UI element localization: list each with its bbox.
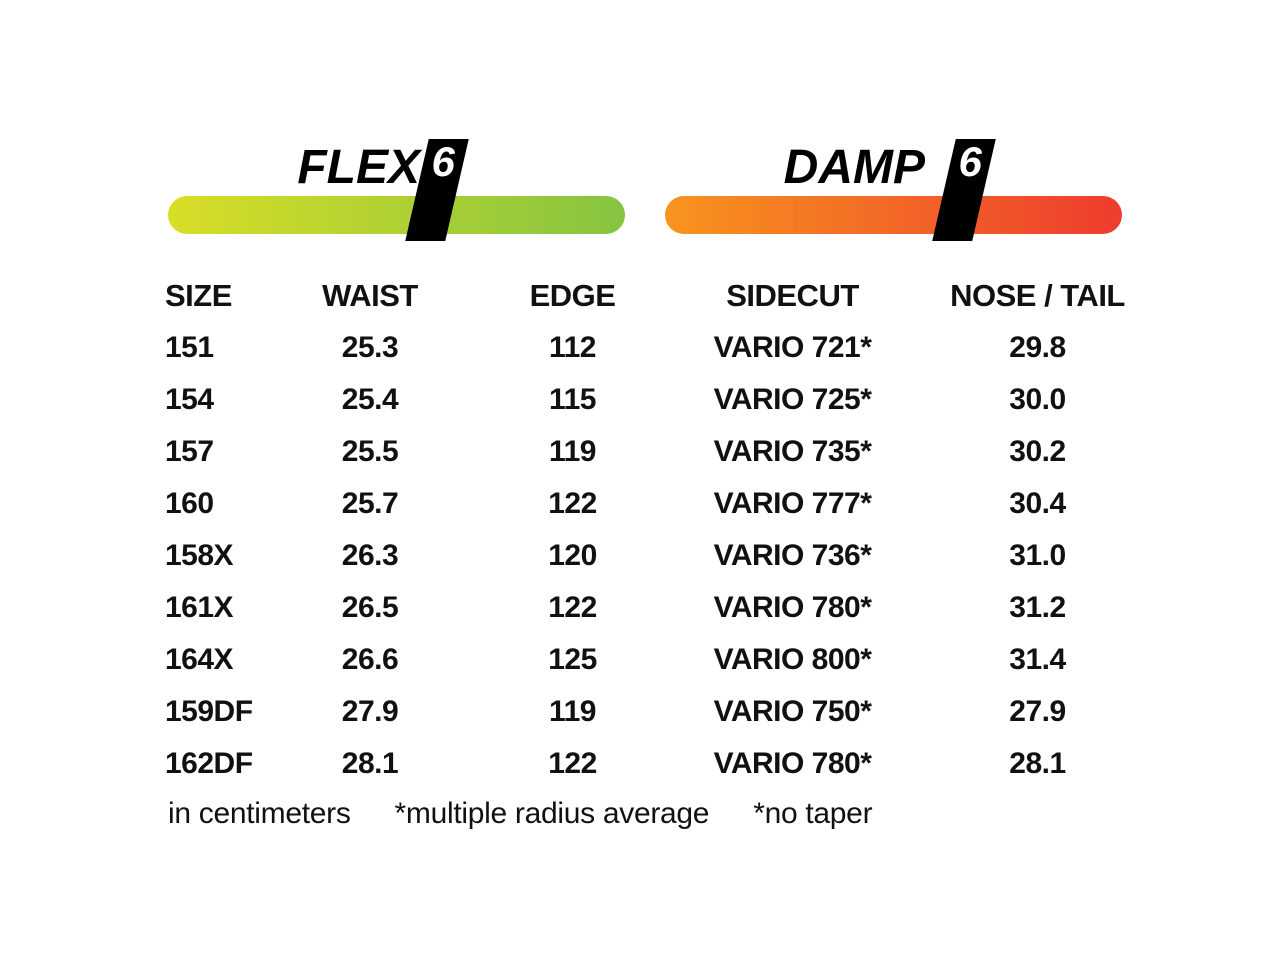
column-header-nose-tail: NOSE / TAIL bbox=[950, 278, 1125, 313]
cell-sidecut: VARIO 725* bbox=[713, 383, 872, 416]
column-header-size: SIZE bbox=[165, 278, 232, 313]
cell-nose-tail: 29.8 bbox=[1009, 331, 1066, 364]
cell-size: 159DF bbox=[165, 695, 253, 728]
cell-edge: 125 bbox=[548, 643, 597, 676]
cell-edge: 122 bbox=[548, 591, 597, 624]
cell-sidecut: VARIO 777* bbox=[713, 487, 872, 520]
cell-waist: 25.4 bbox=[341, 383, 399, 416]
cell-edge: 112 bbox=[549, 331, 596, 364]
damp-gradient-bar bbox=[665, 196, 1122, 234]
column-header-edge: EDGE bbox=[529, 278, 616, 313]
cell-edge: 120 bbox=[548, 539, 597, 572]
cell-edge: 119 bbox=[549, 695, 596, 728]
cell-size: 164X bbox=[165, 643, 234, 676]
flex-rating-value: 6 bbox=[431, 138, 456, 185]
cell-size: 151 bbox=[165, 331, 214, 364]
cell-edge: 115 bbox=[549, 383, 596, 416]
footnote-no-taper: *no taper bbox=[753, 797, 873, 830]
cell-edge: 119 bbox=[549, 435, 596, 468]
cell-size: 157 bbox=[165, 435, 214, 468]
cell-nose-tail: 30.4 bbox=[1009, 487, 1066, 520]
cell-sidecut: VARIO 780* bbox=[713, 747, 872, 780]
cell-waist: 25.5 bbox=[341, 435, 399, 468]
cell-nose-tail: 31.4 bbox=[1009, 643, 1066, 676]
cell-nose-tail: 30.2 bbox=[1009, 435, 1066, 468]
damp-meter-label: DAMP bbox=[783, 141, 925, 194]
cell-waist: 27.9 bbox=[341, 695, 399, 728]
cell-waist: 25.3 bbox=[341, 331, 399, 364]
cell-nose-tail: 30.0 bbox=[1009, 383, 1066, 416]
cell-nose-tail: 31.2 bbox=[1009, 591, 1066, 624]
cell-sidecut: VARIO 721* bbox=[713, 331, 872, 364]
cell-sidecut: VARIO 780* bbox=[713, 591, 872, 624]
cell-nose-tail: 31.0 bbox=[1009, 539, 1066, 572]
column-header-sidecut: SIDECUT bbox=[726, 278, 859, 313]
cell-sidecut: VARIO 735* bbox=[713, 435, 872, 468]
cell-nose-tail: 28.1 bbox=[1009, 747, 1066, 780]
cell-sidecut: VARIO 750* bbox=[713, 695, 872, 728]
cell-nose-tail: 27.9 bbox=[1009, 695, 1066, 728]
cell-waist: 26.6 bbox=[341, 643, 399, 676]
cell-size: 162DF bbox=[165, 747, 253, 780]
footnotes: in centimeters *multiple radius average … bbox=[168, 797, 873, 831]
footnote-radius-average: *multiple radius average bbox=[394, 797, 710, 830]
cell-size: 161X bbox=[165, 591, 234, 624]
cell-size: 154 bbox=[165, 383, 214, 416]
cell-waist: 26.3 bbox=[341, 539, 399, 572]
cell-waist: 26.5 bbox=[341, 591, 399, 624]
column-header-waist: WAIST bbox=[322, 278, 418, 313]
cell-sidecut: VARIO 800* bbox=[713, 643, 872, 676]
cell-edge: 122 bbox=[548, 487, 597, 520]
cell-size: 158X bbox=[165, 539, 234, 572]
cell-sidecut: VARIO 736* bbox=[713, 539, 872, 572]
cell-edge: 122 bbox=[548, 747, 597, 780]
size-spec-table: SIZE WAIST EDGE SIDECUT NOSE / TAIL 151 … bbox=[165, 270, 1165, 790]
damp-rating-value: 6 bbox=[958, 138, 983, 185]
flex-meter-label: FLEX bbox=[297, 141, 420, 194]
cell-size: 160 bbox=[165, 487, 214, 520]
flex-gradient-bar bbox=[168, 196, 625, 234]
cell-waist: 28.1 bbox=[341, 747, 399, 780]
footnote-units: in centimeters bbox=[168, 797, 351, 830]
cell-waist: 25.7 bbox=[341, 487, 399, 520]
